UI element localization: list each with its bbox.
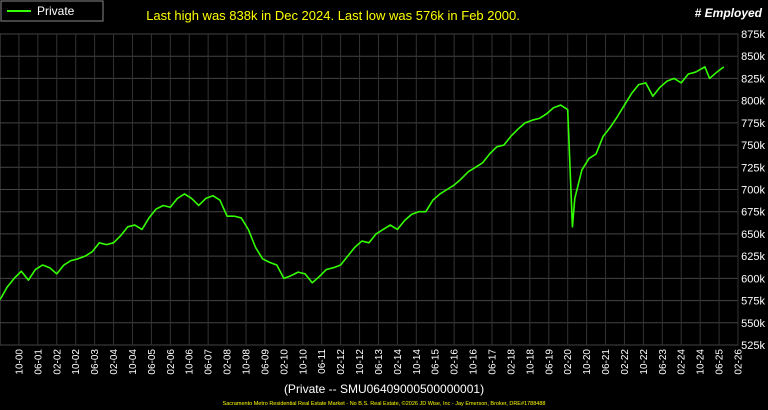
y-tick-label: 725k <box>741 162 765 174</box>
x-tick-label: 10-10 <box>298 349 309 375</box>
y-tick-label: 650k <box>741 229 765 241</box>
y-tick-label: 550k <box>741 318 765 330</box>
y-tick-label: 625k <box>741 251 765 263</box>
x-tick-label: 02-24 <box>677 349 688 375</box>
x-tick-label: 10-24 <box>696 349 707 375</box>
y-tick-label: 850k <box>741 51 765 63</box>
x-tick-label: 10-14 <box>412 349 423 375</box>
x-tick-label: 02-02 <box>52 349 63 375</box>
legend: Private <box>0 0 104 22</box>
x-tick-label: 02-18 <box>506 349 517 375</box>
x-tick-label: 10-22 <box>639 349 650 375</box>
legend-box <box>0 0 104 22</box>
x-tick-label: 02-22 <box>620 349 631 375</box>
y-tick-label: 825k <box>741 73 765 85</box>
x-tick-label: 06-05 <box>147 349 158 375</box>
x-tick-label: 10-08 <box>242 349 253 375</box>
x-tick-label: 02-10 <box>279 349 290 375</box>
x-tick-label: 10-20 <box>582 349 593 375</box>
y-tick-label: 750k <box>741 140 765 152</box>
x-tick-label: 06-19 <box>544 349 555 375</box>
x-tick-label: 06-13 <box>374 349 385 375</box>
footer: Sacramento Metro Residential Real Estate… <box>223 400 546 407</box>
y-axis-label: # Employed <box>695 6 763 20</box>
x-tick-label: 10-06 <box>185 349 196 375</box>
x-axis-label: (Private -- SMU06409000500000001) <box>284 382 484 396</box>
x-tick-label: 10-16 <box>469 349 480 375</box>
legend-label: Private <box>37 4 75 18</box>
x-tick-label: 02-08 <box>223 349 234 375</box>
x-tick-label: 02-20 <box>563 349 574 375</box>
y-tick-label: 600k <box>741 273 765 285</box>
x-tick-label: 02-12 <box>336 349 347 375</box>
x-tick-label: 06-01 <box>33 349 44 375</box>
annotation: Last high was 838k in Dec 2024. Last low… <box>146 8 520 23</box>
y-tick-label: 800k <box>741 96 765 108</box>
y-tick-label: 875k <box>741 29 765 41</box>
x-tick-label: 06-09 <box>260 349 271 375</box>
x-tick-label: 10-02 <box>71 349 82 375</box>
x-tick-label: 02-04 <box>109 349 120 375</box>
x-tick-label: 06-23 <box>658 349 669 375</box>
x-tick-label: 06-07 <box>204 349 215 375</box>
x-tick-label: 02-06 <box>166 349 177 375</box>
y-tick-label: 675k <box>741 207 765 219</box>
x-tick-label: 06-03 <box>90 349 101 375</box>
y-tick-label: 525k <box>741 340 765 352</box>
x-tick-label: 02-14 <box>393 349 404 375</box>
grid <box>0 33 739 346</box>
x-tick-label: 10-00 <box>14 349 25 375</box>
data-line <box>0 66 725 301</box>
x-tick-label: 06-11 <box>317 349 328 374</box>
x-tick-label: 10-12 <box>355 349 366 375</box>
y-tick-label: 575k <box>741 296 765 308</box>
x-tick-label: 06-15 <box>431 349 442 375</box>
y-tick-label: 700k <box>741 185 765 197</box>
y-tick-label: 775k <box>741 118 765 130</box>
x-tick-label: 06-21 <box>601 349 612 375</box>
x-tick-label: 02-16 <box>450 349 461 375</box>
x-tick-label: 06-25 <box>715 349 726 375</box>
x-tick-label: 02-26 <box>734 349 745 375</box>
plot <box>0 66 725 301</box>
x-tick-label: 06-17 <box>488 349 499 375</box>
x-tick-label: 10-18 <box>525 349 536 375</box>
x-tick-label: 10-04 <box>128 349 139 375</box>
